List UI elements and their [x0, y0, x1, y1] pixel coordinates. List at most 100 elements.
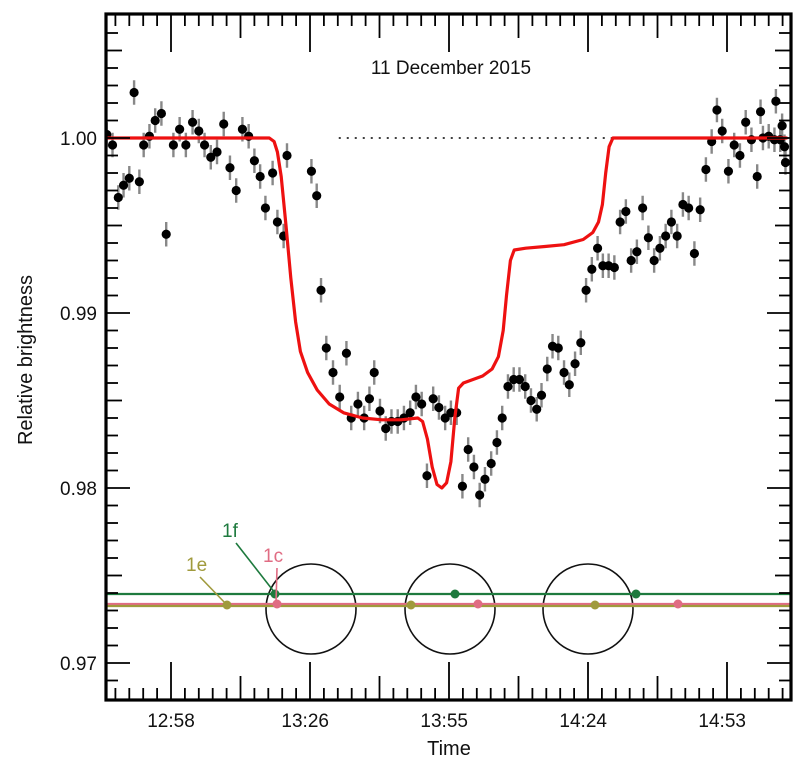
data-point: [587, 264, 597, 274]
y-tick-label: 0.99: [60, 304, 97, 325]
y-tick-label: 1.00: [60, 129, 97, 150]
data-point: [609, 262, 619, 273]
data-point: [621, 206, 631, 217]
data-point: [723, 166, 734, 176]
transit-circle: [542, 563, 634, 655]
data-point: [231, 185, 241, 196]
data-point: [503, 381, 513, 392]
data-point: [536, 390, 547, 400]
track-dot-1e: [406, 600, 416, 610]
track-dot-1e: [222, 600, 232, 610]
y-tick-labels: 1.00 0.99 0.98 0.97: [60, 129, 97, 675]
data-point: [632, 247, 642, 257]
data-point: [199, 140, 210, 150]
data-point: [161, 229, 171, 239]
data-point: [581, 285, 591, 295]
data-point: [689, 248, 700, 259]
data-point: [661, 231, 671, 241]
data-point: [187, 117, 198, 127]
data-point: [463, 444, 473, 455]
leader-line-1f: [235, 542, 276, 594]
data-point: [514, 374, 525, 385]
data-point: [260, 203, 271, 213]
data-point: [752, 171, 762, 182]
data-point: [553, 343, 563, 353]
data-point: [249, 156, 259, 166]
data-point: [576, 338, 586, 348]
data-point: [526, 395, 536, 406]
x-tick-label: 13:55: [420, 711, 468, 732]
data-point: [520, 381, 530, 392]
axes-frame: [104, 12, 793, 702]
data-point: [107, 140, 118, 150]
data-point: [411, 392, 421, 402]
data-point: [405, 408, 415, 418]
data-point: [592, 243, 603, 253]
data-point: [328, 367, 338, 378]
data-point: [353, 399, 363, 409]
data-point: [381, 423, 391, 434]
data-point: [570, 359, 580, 369]
data-point: [321, 343, 331, 353]
data-point: [643, 233, 653, 243]
plot-border: [104, 12, 793, 702]
data-point: [695, 205, 705, 215]
y-tick-label: 0.97: [60, 654, 97, 675]
data-point: [272, 217, 283, 227]
data-point: [701, 164, 711, 175]
y-tick-label: 0.98: [60, 479, 97, 500]
data-point: [779, 142, 790, 152]
track-dot-1c: [673, 599, 683, 609]
data-point: [255, 171, 265, 182]
x-axis-title: Time: [427, 738, 471, 760]
data-point: [434, 402, 444, 413]
data-point: [457, 481, 468, 491]
track-label-1c: 1c: [263, 546, 283, 567]
track-dot-1e: [590, 600, 600, 610]
data-point: [638, 203, 648, 213]
data-point: [655, 243, 665, 253]
data-point: [268, 168, 278, 178]
data-point: [615, 217, 625, 227]
data-point: [181, 140, 191, 150]
x-tick-label: 12:58: [147, 711, 195, 732]
data-point: [175, 124, 185, 134]
model-fit-line: [106, 136, 789, 490]
data-point: [134, 177, 144, 187]
data-point: [649, 255, 659, 266]
chart-title: 11 December 2015: [371, 58, 531, 79]
data-point: [428, 394, 438, 404]
track-dot-1f: [270, 589, 280, 599]
data-point: [777, 121, 787, 131]
data-point: [113, 192, 123, 203]
data-point: [741, 117, 751, 127]
data-point: [480, 474, 490, 484]
transit-circle: [265, 563, 357, 655]
data-point: [684, 203, 694, 213]
data-point: [735, 150, 745, 161]
track-dot-1c: [473, 599, 483, 609]
data-point: [156, 108, 167, 119]
data-point: [237, 124, 248, 134]
data-point: [780, 157, 791, 168]
data-point: [417, 399, 427, 409]
data-point: [206, 152, 216, 162]
x-tick-label: 14:53: [698, 711, 746, 732]
data-point: [542, 364, 552, 374]
data-point: [129, 87, 139, 98]
track-label-1e: 1e: [186, 555, 207, 576]
data-point: [717, 126, 727, 136]
data-point: [364, 394, 375, 404]
data-point: [475, 490, 485, 500]
data-point: [771, 96, 781, 106]
data-point: [666, 217, 677, 227]
plot-clip-group: [106, 80, 791, 655]
data-point: [124, 173, 134, 183]
data-point: [150, 115, 160, 126]
track-dot-1f: [631, 589, 641, 599]
plot-area: 1f 1c 1e: [106, 80, 791, 655]
data-point: [282, 150, 292, 161]
data-point: [492, 437, 502, 448]
data-point: [316, 285, 326, 295]
data-point: [469, 462, 479, 472]
